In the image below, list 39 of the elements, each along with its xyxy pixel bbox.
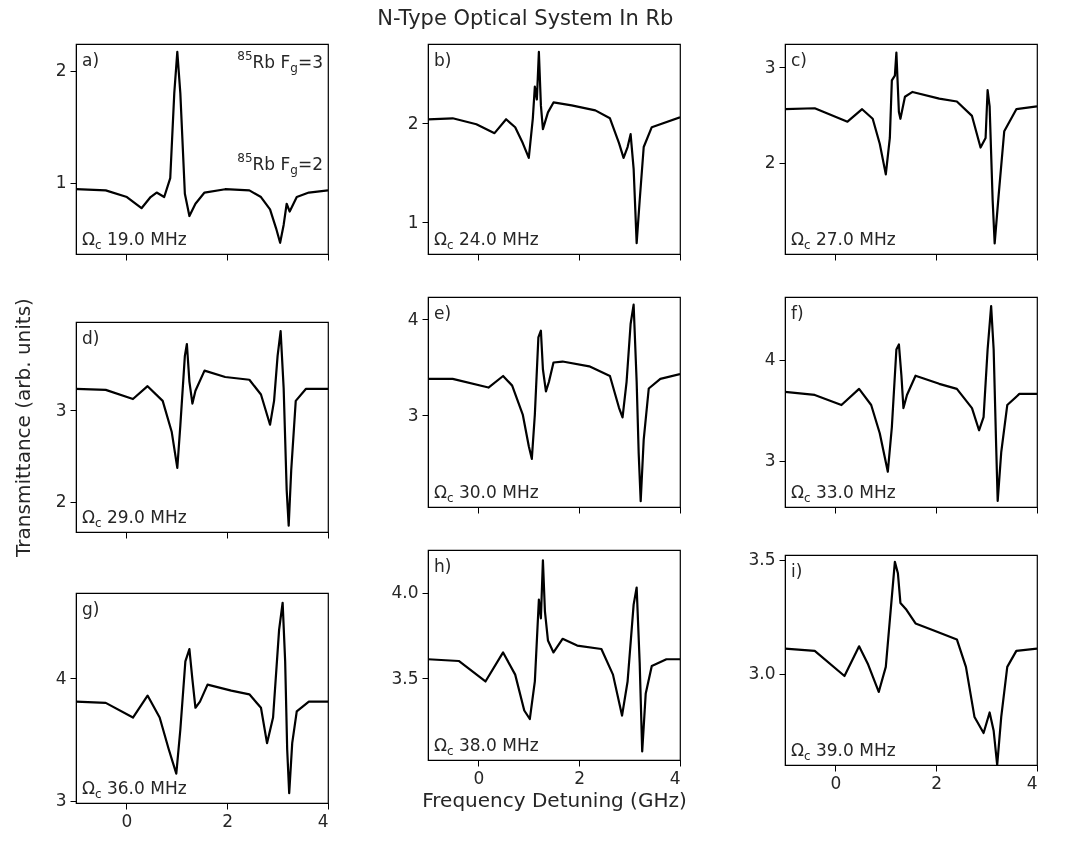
y-tick-label: 4 — [55, 667, 67, 688]
x-tick-label: 2 — [931, 772, 943, 793]
annotation: h) — [434, 556, 452, 576]
y-tick-label: 3 — [55, 399, 67, 420]
x-tick-label: 0 — [473, 767, 485, 788]
y-tick-label: 3 — [407, 404, 419, 425]
y-tick-label: 4.0 — [391, 582, 419, 603]
y-tick-label: 3.5 — [391, 667, 419, 688]
x-tick-label: 2 — [574, 767, 586, 788]
x-axis-title: Frequency Detuning (GHz) — [422, 787, 687, 812]
annotation: i) — [791, 561, 803, 581]
y-tick-label: 1 — [55, 172, 67, 193]
y-tick-label: 3.5 — [748, 549, 776, 570]
y-tick-label: 4 — [407, 308, 419, 329]
annotation: e) — [434, 303, 452, 323]
y-tick-label: 3 — [55, 790, 67, 811]
annotation: b) — [434, 50, 452, 70]
chart-title: N-Type Optical System In Rb — [377, 6, 674, 31]
x-tick-label: 0 — [830, 772, 842, 793]
x-tick-label: 4 — [1026, 772, 1038, 793]
y-tick-label: 2 — [55, 491, 67, 512]
x-tick-label: 2 — [222, 810, 234, 831]
annotation: g) — [82, 599, 100, 619]
y-tick-label: 2 — [407, 112, 419, 133]
y-tick-label: 3 — [764, 450, 776, 471]
y-tick-label: 3 — [764, 56, 776, 77]
y-tick-label: 3.0 — [748, 663, 776, 684]
y-tick-label: 4 — [764, 349, 776, 370]
annotation: f) — [791, 303, 804, 323]
annotation: a) — [82, 50, 100, 70]
x-tick-label: 4 — [669, 767, 681, 788]
annotation: c) — [791, 50, 807, 70]
x-tick-label: 0 — [121, 810, 133, 831]
y-tick-label: 2 — [764, 152, 776, 173]
y-tick-label: 1 — [407, 211, 419, 232]
annotation: d) — [82, 328, 100, 348]
y-tick-label: 2 — [55, 60, 67, 81]
x-tick-label: 4 — [317, 810, 329, 831]
y-axis-title: Transmittance (arb. units) — [10, 298, 35, 558]
